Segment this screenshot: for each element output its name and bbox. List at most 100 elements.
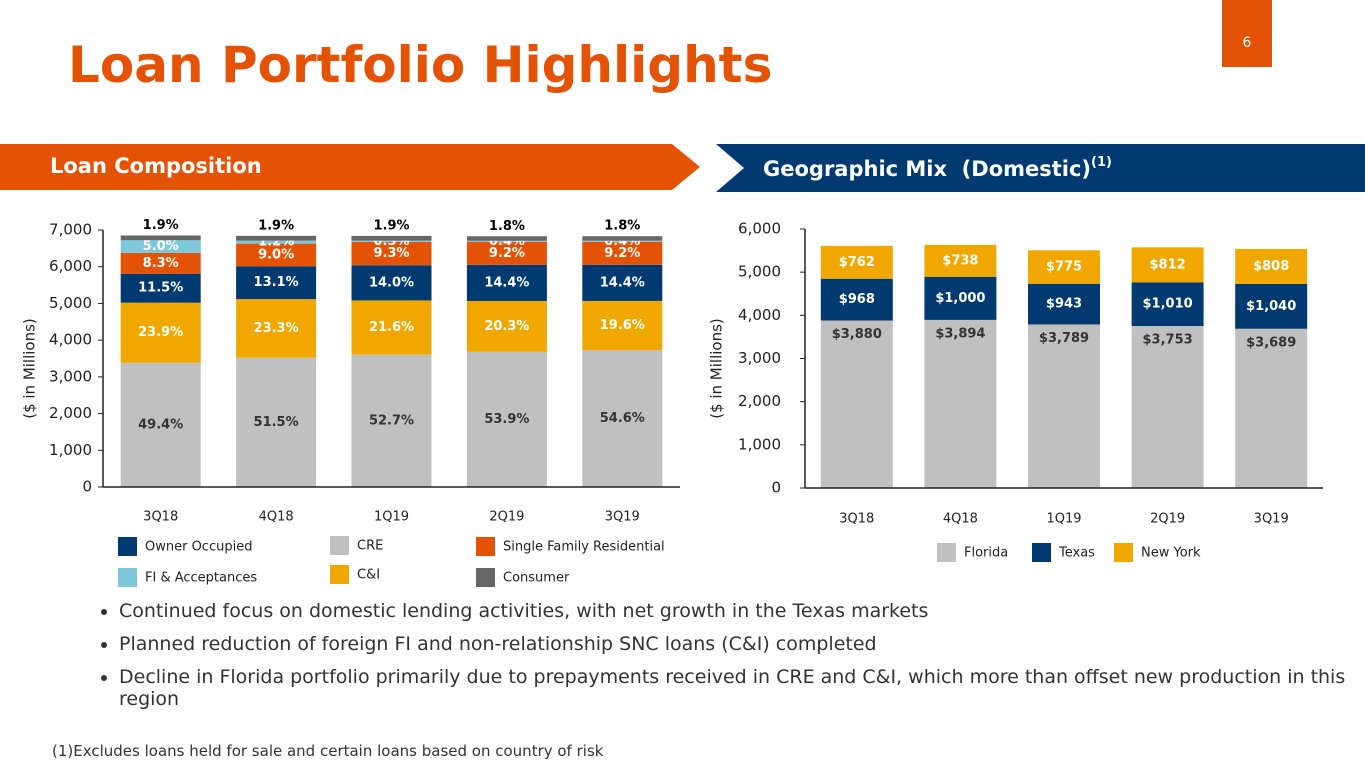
data-label: 20.3% [484,319,529,334]
data-label: $762 [839,255,875,270]
data-label: $3,753 [1143,332,1193,347]
y-tick-label: 7,000 [49,221,92,239]
bar-segment [1131,282,1204,326]
data-label: 1.9% [143,218,179,233]
bar-segment [236,243,317,267]
data-label: 1.9% [258,218,294,233]
data-label: 9.3% [373,246,409,261]
bar-segment [351,354,432,487]
section-title: Loan Composition [50,154,262,178]
legend-label: FI & Acceptances [145,571,257,586]
legend-swatch [330,565,349,584]
data-label: 8.3% [143,256,179,271]
bar-segment [466,241,547,265]
data-label: 14.0% [369,275,414,290]
section-banner [716,144,1365,192]
bar-segment [582,350,663,487]
x-tick-label: 2Q19 [1150,512,1185,527]
bar-segment [120,235,201,241]
data-label: 1.8% [604,219,640,234]
y-tick-label: 3,000 [49,367,92,385]
x-tick-label: 1Q19 [1046,512,1081,527]
y-tick-label: 1,000 [738,435,781,453]
bar-segment [120,240,201,253]
data-label: $3,880 [832,327,882,342]
bar-segment [924,319,997,488]
data-label: 53.9% [484,412,529,427]
bar-segment [351,265,432,301]
bar-segment [236,235,317,241]
x-tick-label: 3Q19 [1254,512,1289,527]
data-label: 13.1% [254,275,299,290]
legend-swatch [330,536,349,555]
legend-swatch [118,537,137,556]
bar-segment [466,351,547,487]
bar-segment [1028,324,1100,488]
bullet: Continued focus on domestic lending acti… [119,600,1365,622]
bar-segment [351,241,432,266]
data-label: 14.4% [600,275,645,290]
data-label: 1.9% [373,218,409,233]
bar-segment [120,252,201,274]
data-label: $3,689 [1246,335,1296,350]
data-label: 0.4% [489,234,525,249]
legend-label: Florida [964,546,1008,561]
bar-segment [582,240,663,242]
y-axis-label: ($ in Millions) [21,318,39,419]
bar-segment [924,276,997,320]
data-label: $812 [1150,257,1186,272]
legend-label: Single Family Residential [503,540,665,555]
data-label: 51.5% [254,415,299,430]
legend-label: Texas [1058,546,1095,561]
x-tick-label: 2Q19 [489,510,524,525]
data-label: $775 [1046,260,1082,275]
data-label: 1.8% [489,219,525,234]
bar-segment [236,299,317,358]
bullet: Decline in Florida portfolio primarily d… [119,666,1365,710]
legend-swatch [118,568,137,587]
y-tick-label: 6,000 [738,220,781,238]
legend-label: Consumer [503,571,570,586]
bullet-list: Continued focus on domestic lending acti… [84,600,1365,721]
bar-segment [466,300,547,352]
x-tick-label: 4Q18 [943,512,978,527]
bar-segment [582,241,663,265]
bar-segment [820,245,893,279]
bar-segment [1028,283,1100,325]
data-label: $3,789 [1039,331,1089,346]
bar-segment [351,240,432,242]
y-tick-label: 4,000 [738,306,781,324]
data-label: 9.2% [604,246,640,261]
data-label: 23.3% [254,321,299,336]
bar-segment [351,300,432,355]
data-label: $943 [1046,297,1082,312]
legend-label: Owner Occupied [145,540,252,555]
y-tick-label: 0 [771,479,781,497]
footnote: (1)Excludes loans held for sale and cert… [52,742,603,760]
legend-swatch [476,568,495,587]
legend-label: C&I [357,568,380,583]
data-label: 9.2% [489,246,525,261]
y-tick-label: 2,000 [738,392,781,410]
data-label: 19.6% [600,318,645,333]
section-title-text: Geographic Mix (Domestic) [763,157,1091,181]
bar-segment [820,278,893,321]
data-label: $1,000 [935,291,985,306]
bar-segment [1131,325,1204,488]
footnote-text: Excludes loans held for sale and certain… [73,742,604,760]
data-label: 5.0% [143,239,179,254]
y-tick-label: 6,000 [49,257,92,275]
y-axis-label: ($ in Millions) [708,318,726,419]
x-tick-label: 4Q18 [259,510,294,525]
data-label: 54.6% [600,411,645,426]
y-tick-label: 5,000 [49,294,92,312]
data-label: $738 [942,253,978,268]
legend-label: New York [1141,546,1201,561]
bar-segment [1028,250,1100,284]
x-tick-label: 3Q18 [143,510,178,525]
slide-title: Loan Portfolio Highlights [68,36,773,94]
legend-swatch [476,537,495,556]
bar-segment [466,236,547,241]
y-tick-label: 5,000 [738,263,781,281]
